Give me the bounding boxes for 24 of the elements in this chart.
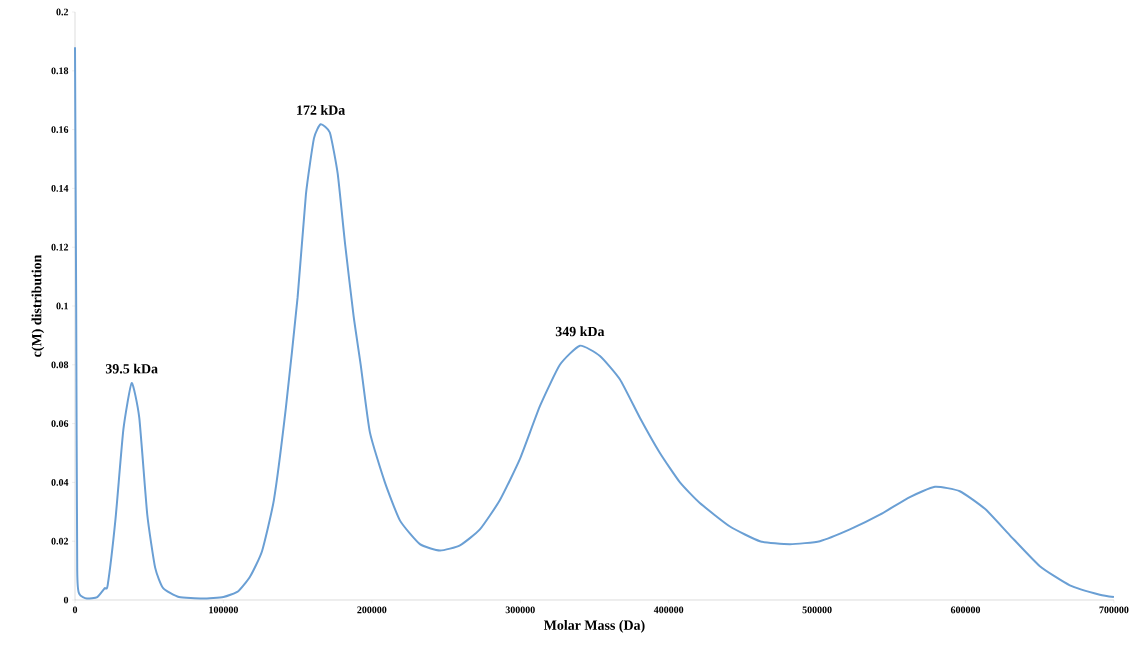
y-tick-label: 0.04 bbox=[51, 479, 69, 486]
y-tick-label: 0.08 bbox=[51, 361, 69, 369]
x-tick-label: 200000 bbox=[357, 606, 387, 614]
x-tick-label: 600000 bbox=[950, 606, 981, 614]
y-tick-label: 0.2 bbox=[56, 8, 69, 16]
x-tick-label: 400000 bbox=[653, 606, 684, 614]
x-tick-label: 700000 bbox=[1099, 606, 1129, 614]
annotation: 172 kDa bbox=[297, 104, 346, 115]
x-tick-label: 500000 bbox=[802, 606, 832, 614]
annotation: 39.5 kDa bbox=[105, 363, 158, 374]
y-axis-title: c(M) distribution bbox=[31, 254, 45, 357]
y-tick-label: 0.02 bbox=[51, 537, 69, 545]
x-axis-title: Molar Mass (Da) bbox=[543, 620, 645, 633]
y-tick-label: 0.14 bbox=[51, 185, 69, 192]
y-tick-label: 0.1 bbox=[56, 302, 68, 310]
x-tick-label: 100000 bbox=[209, 606, 238, 614]
y-tick-label: 0 bbox=[63, 596, 69, 604]
annotation: 349 kDa bbox=[555, 326, 605, 337]
y-tick-label: 0.18 bbox=[51, 67, 69, 75]
y-tick-label: 0.16 bbox=[51, 126, 69, 133]
y-tick-label: 0.12 bbox=[51, 243, 69, 251]
y-tick-label: 0.06 bbox=[51, 420, 69, 427]
x-tick-label: 0 bbox=[72, 606, 78, 614]
x-tick-label: 300000 bbox=[505, 606, 535, 614]
